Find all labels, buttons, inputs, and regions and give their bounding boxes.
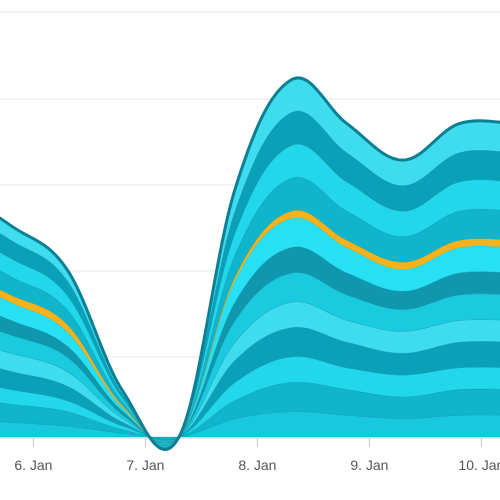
stream-outline xyxy=(0,76,500,451)
x-axis: 6. Jan 7. Jan 8. Jan 9. Jan 10. Jan xyxy=(14,438,500,473)
x-tick-label: 6. Jan xyxy=(14,457,52,473)
series-areas xyxy=(0,76,500,451)
x-tick-label: 8. Jan xyxy=(238,457,276,473)
x-tick-label: 7. Jan xyxy=(126,457,164,473)
x-tick-label: 9. Jan xyxy=(350,457,388,473)
x-tick-label: 10. Jan xyxy=(458,457,500,473)
